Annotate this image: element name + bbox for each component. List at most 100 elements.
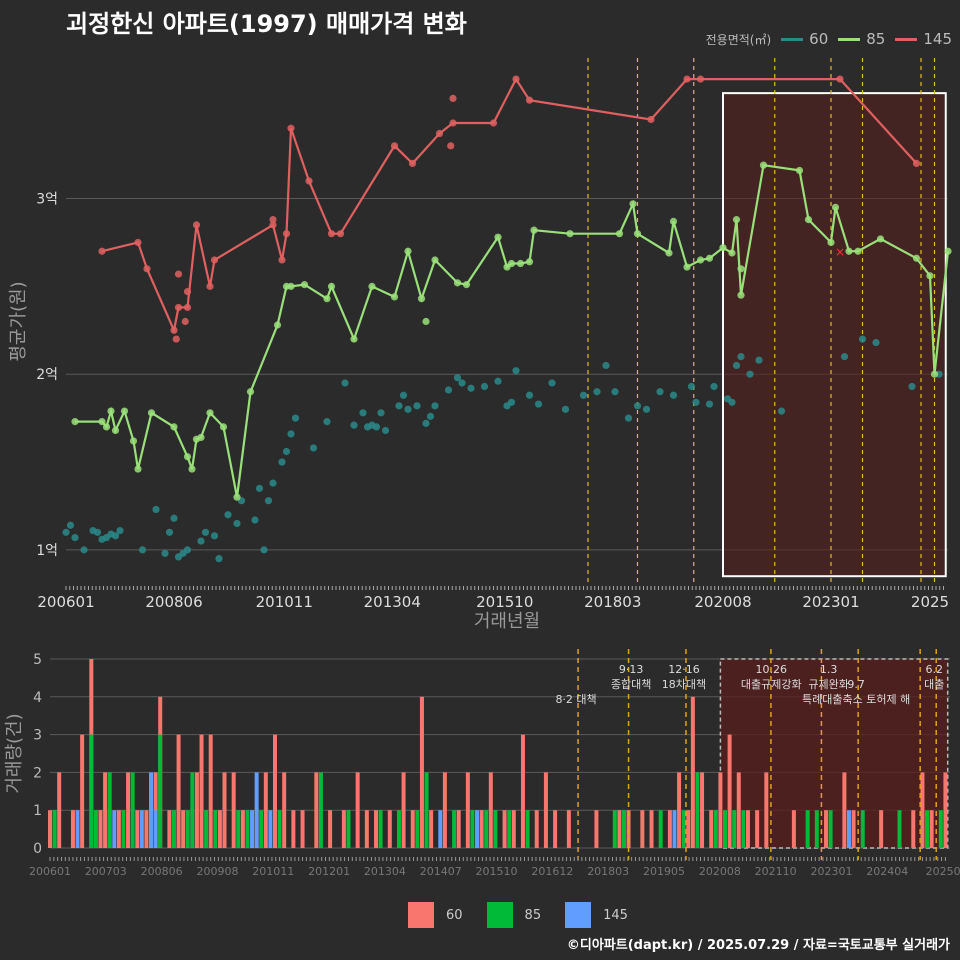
policy-annotation: 8·2 대책 (555, 693, 596, 706)
cross-marker: × (835, 245, 845, 259)
data-point-60 (705, 400, 714, 408)
bar-85 (732, 810, 737, 848)
data-point-60 (71, 533, 79, 542)
data-point-145 (336, 230, 345, 238)
data-point-60 (116, 526, 124, 535)
data-point-145 (305, 177, 313, 185)
bar-60 (240, 810, 245, 848)
x-tick-label: 2025 (911, 593, 949, 611)
bar-85 (695, 772, 700, 848)
bar-85 (938, 810, 943, 848)
bar-60 (48, 810, 52, 848)
data-point-60 (309, 444, 318, 452)
bar-60 (194, 772, 199, 848)
data-point-85 (417, 295, 426, 303)
data-point-60 (431, 402, 439, 410)
data-point-60 (593, 388, 601, 396)
bar-85 (346, 810, 351, 848)
bar-85 (484, 810, 489, 848)
bar-85 (621, 810, 626, 848)
bar-85 (713, 810, 718, 848)
bar-60 (126, 772, 131, 848)
bar-x-tick-label: 201510 (476, 865, 518, 878)
data-point-85 (323, 295, 331, 303)
legend-item-60: 60 (781, 30, 828, 48)
data-point-85 (183, 453, 192, 461)
legend-item-145: 145 (895, 30, 952, 48)
bar-60 (273, 734, 277, 848)
bar-60 (176, 734, 181, 848)
x-tick-label: 202008 (694, 593, 751, 611)
bar-60 (594, 810, 599, 848)
bar-y-tick-label: 3 (33, 728, 42, 744)
data-point-60 (422, 419, 430, 427)
bar-85 (213, 810, 218, 848)
bottom-legend: 60 85 145 (408, 902, 638, 928)
legend-bottom-label-85: 85 (524, 907, 542, 923)
bar-85 (424, 772, 429, 848)
bar-60 (300, 810, 305, 848)
data-point-60 (467, 384, 475, 392)
data-point-85 (795, 166, 804, 175)
data-point-85 (845, 247, 853, 255)
data-point-60 (687, 382, 696, 391)
data-point-85 (944, 247, 952, 255)
bar-85 (741, 810, 746, 848)
data-point-85 (629, 200, 637, 208)
bar-60 (677, 772, 682, 848)
bar-85 (860, 810, 865, 848)
bar-85 (897, 810, 902, 848)
data-point-60 (381, 426, 390, 435)
data-point-60 (260, 546, 268, 554)
data-point-85 (147, 409, 156, 417)
data-point-85 (273, 321, 282, 329)
legend-item-85: 85 (838, 30, 885, 48)
highlight-region (722, 92, 947, 578)
data-point-85 (120, 407, 129, 415)
legend-label-60: 60 (809, 30, 829, 48)
data-point-85 (633, 230, 642, 238)
data-point-85 (854, 247, 862, 255)
data-point-60 (201, 528, 210, 536)
bar-85 (190, 772, 195, 848)
bar-x-tick-label: 201803 (587, 865, 629, 878)
bar-60 (70, 810, 75, 848)
data-point-60 (413, 402, 421, 410)
bar-x-tick-label: 202404 (866, 865, 908, 878)
bar-85 (277, 810, 282, 848)
data-point-85 (102, 423, 111, 431)
legend-bottom-label-60: 60 (446, 907, 463, 923)
bar-85 (185, 810, 190, 848)
data-point-60 (377, 409, 385, 417)
bar-60 (479, 810, 484, 848)
data-point-60 (111, 532, 120, 540)
data-point-85 (188, 465, 196, 473)
data-point-85 (827, 238, 835, 247)
bar-60 (465, 772, 470, 848)
bar-y-axis-label: 거래량(건) (4, 713, 25, 793)
data-point-60 (728, 398, 736, 406)
data-point-85 (233, 493, 241, 501)
legend-label-85: 85 (866, 30, 886, 48)
data-point-85 (494, 233, 502, 241)
bar-60 (736, 772, 741, 848)
legend-bottom-item-145: 145 (565, 902, 628, 928)
data-point-145 (206, 282, 214, 290)
bar-60 (167, 810, 172, 848)
data-point-60 (669, 391, 678, 399)
data-point-145 (269, 221, 277, 229)
bar-85 (452, 810, 457, 848)
data-point-60 (224, 511, 232, 519)
bar-60 (502, 810, 507, 848)
policy-annotation: 1.3 (820, 663, 838, 676)
data-point-60 (404, 405, 412, 413)
data-point-60 (372, 423, 381, 431)
bar-60 (879, 810, 884, 848)
data-point-145 (447, 142, 455, 150)
bar-60 (745, 810, 750, 848)
bar-y-tick-label: 1 (33, 803, 42, 819)
y-axis-label: 평균가(원) (8, 281, 29, 361)
data-point-60 (656, 388, 664, 396)
data-point-60 (426, 412, 435, 420)
data-point-145 (134, 238, 142, 247)
